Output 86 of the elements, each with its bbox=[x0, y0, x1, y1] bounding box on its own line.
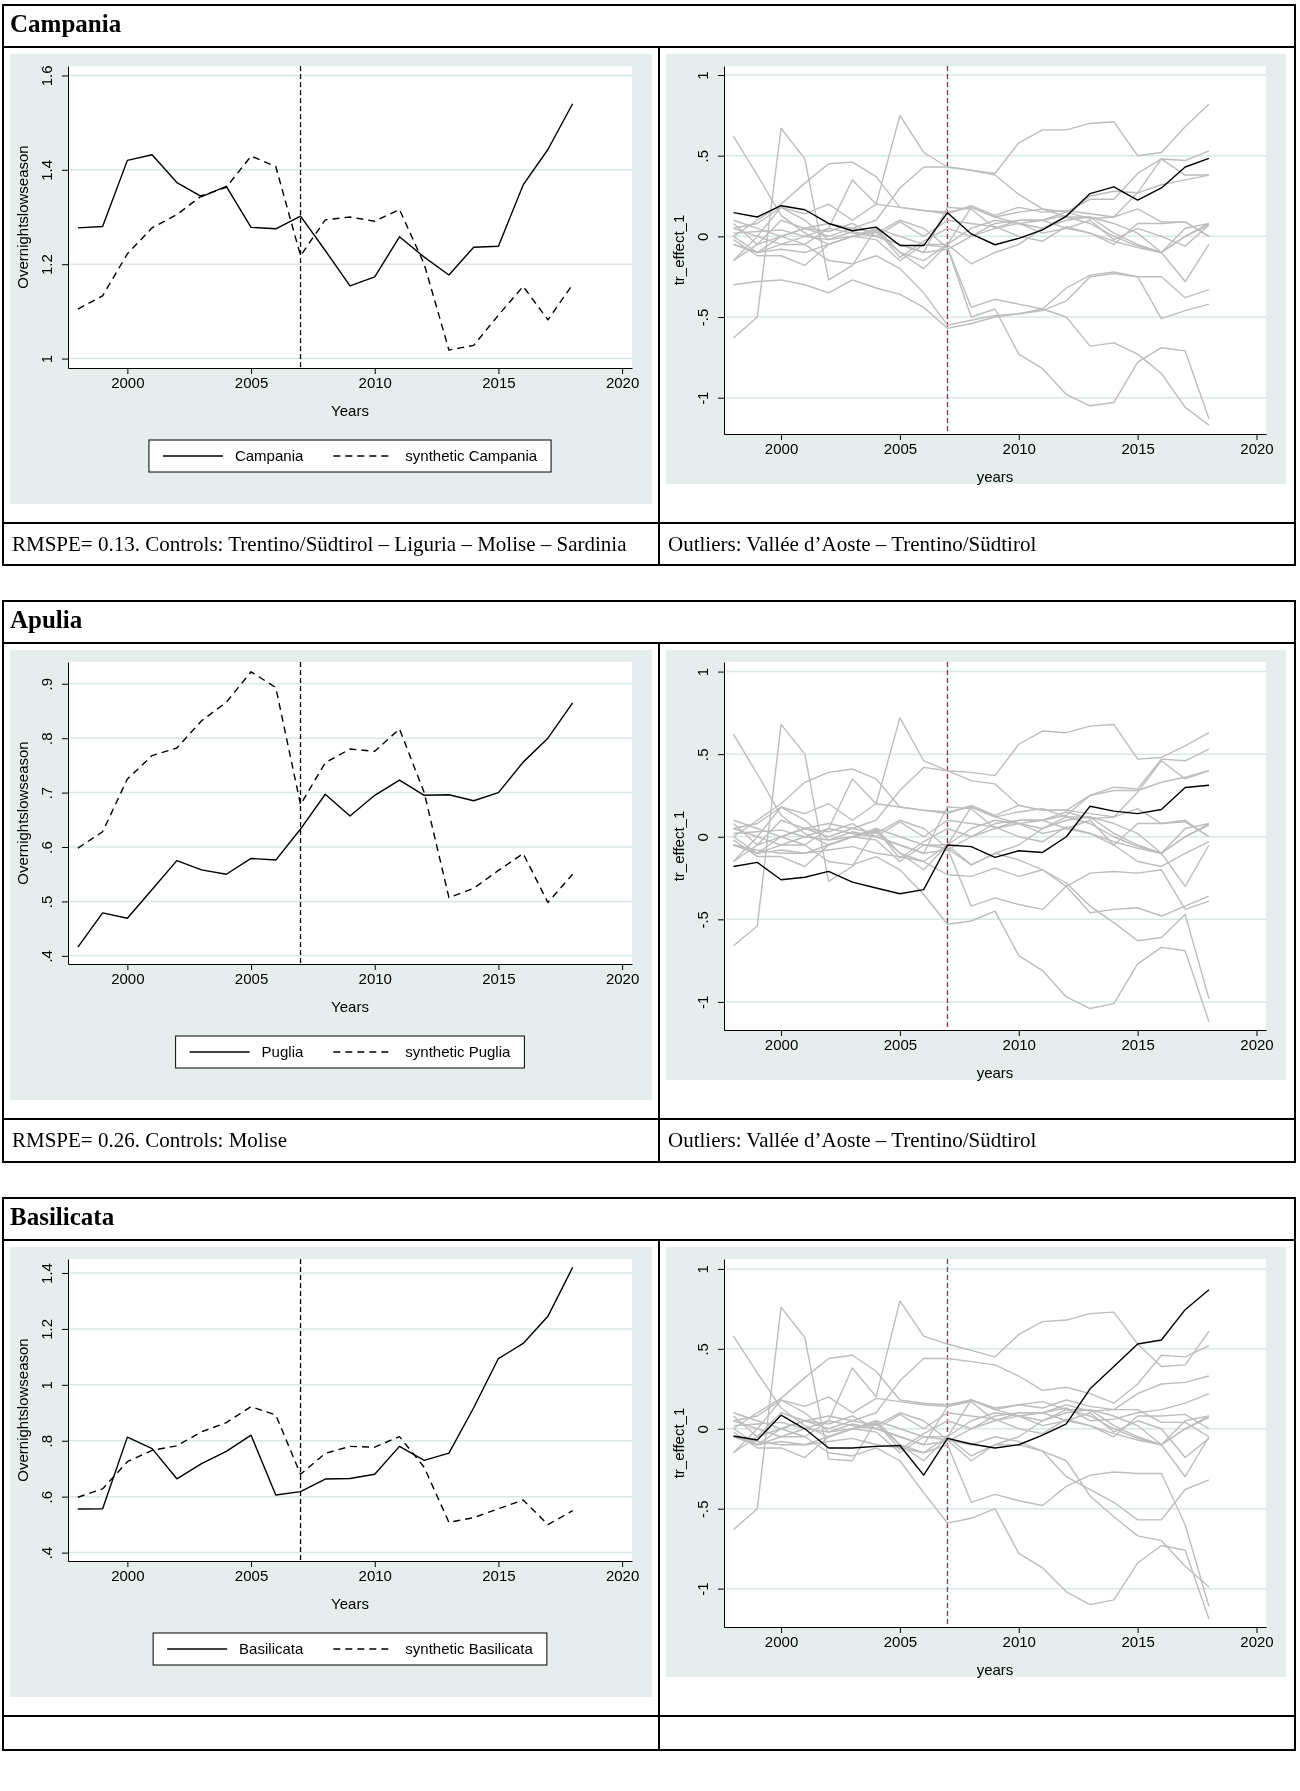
y-tick-label: .7 bbox=[38, 787, 55, 800]
legend-label: Campania bbox=[234, 447, 304, 464]
y-tick-label: .6 bbox=[38, 1490, 55, 1504]
x-tick-label: 2005 bbox=[234, 373, 269, 391]
y-tick-label: -1 bbox=[694, 996, 711, 1010]
legend-label: Basilicata bbox=[239, 1639, 304, 1657]
y-axis-title: Overnightslowseason bbox=[14, 1337, 31, 1482]
y-tick-label: -.5 bbox=[694, 911, 711, 929]
y-axis-title: Overnightslowseason bbox=[14, 741, 31, 886]
x-tick-label: 2015 bbox=[482, 373, 516, 391]
x-tick-label: 2000 bbox=[764, 439, 799, 457]
y-tick-label: .5 bbox=[694, 1342, 711, 1356]
x-tick-label: 2010 bbox=[1002, 1035, 1036, 1053]
y-axis-title: tr_effect_1 bbox=[670, 811, 687, 882]
y-tick-label: .5 bbox=[694, 149, 711, 163]
x-tick-label: 2020 bbox=[605, 1566, 640, 1584]
legend-label: Puglia bbox=[261, 1043, 304, 1061]
x-tick-label: 2000 bbox=[111, 1566, 145, 1584]
y-tick-label: .5 bbox=[38, 896, 55, 909]
y-tick-label: 1.2 bbox=[38, 1318, 55, 1340]
y-tick-label: .5 bbox=[694, 748, 711, 762]
y-tick-label: .9 bbox=[38, 678, 55, 691]
y-axis-title: tr_effect_1 bbox=[670, 214, 687, 286]
y-tick-label: .4 bbox=[38, 1546, 55, 1560]
x-tick-label: 2015 bbox=[482, 969, 516, 987]
x-tick-label: 2010 bbox=[1002, 1632, 1036, 1650]
x-axis-title: years bbox=[976, 468, 1014, 485]
y-tick-label: 1.2 bbox=[38, 254, 55, 276]
x-tick-label: 2015 bbox=[1121, 439, 1155, 457]
y-tick-label: .4 bbox=[38, 950, 55, 963]
x-axis-title: years bbox=[976, 1064, 1014, 1082]
x-axis-title: Years bbox=[331, 998, 369, 1016]
text: RMSPE= 0.13. Controls: Trentino/Südtirol – Liguria – Molise – Sardinia bbox=[4, 524, 660, 565]
y-axis-title: tr_effect_1 bbox=[670, 1407, 687, 1478]
x-tick-label: 2000 bbox=[111, 969, 145, 987]
y-tick-label: -1 bbox=[694, 1582, 711, 1596]
x-tick-label: 2015 bbox=[482, 1566, 516, 1584]
x-tick-label: 2020 bbox=[1240, 439, 1274, 457]
x-tick-label: 2010 bbox=[358, 969, 392, 987]
x-tick-label: 2000 bbox=[764, 1632, 799, 1650]
y-tick-label: 1.4 bbox=[38, 159, 55, 181]
x-tick-label: 2000 bbox=[111, 373, 145, 391]
y-tick-label: 1 bbox=[694, 668, 711, 677]
x-tick-label: 2005 bbox=[883, 1035, 918, 1053]
text: Outliers: Vallée d’Aoste – Trentino/Südtirol bbox=[667, 531, 1038, 558]
legend-label: synthetic Basilicata bbox=[405, 1639, 534, 1657]
x-tick-label: 2005 bbox=[883, 1632, 918, 1650]
chart-title: Basilicata bbox=[4, 1198, 1294, 1241]
y-tick-label: 1 bbox=[38, 354, 55, 364]
legend-label: synthetic Puglia bbox=[405, 1043, 512, 1061]
x-tick-label: 2010 bbox=[358, 373, 392, 391]
y-tick-label: .6 bbox=[38, 841, 55, 855]
x-tick-label: 2005 bbox=[883, 439, 918, 457]
x-tick-label: 2000 bbox=[764, 1035, 799, 1053]
y-tick-label: 0 bbox=[694, 833, 711, 842]
chart-title: Campania bbox=[4, 6, 1294, 48]
x-tick-label: 2010 bbox=[358, 1566, 392, 1584]
y-tick-label: .8 bbox=[38, 732, 55, 746]
y-tick-label: 1 bbox=[694, 1264, 711, 1274]
y-tick-label: -.5 bbox=[694, 308, 711, 327]
chart-title: Apulia bbox=[4, 602, 1294, 645]
x-tick-label: 2010 bbox=[1002, 439, 1036, 457]
y-tick-label: 1.4 bbox=[38, 1262, 55, 1284]
y-tick-label: 1 bbox=[38, 1380, 55, 1390]
text: Outliers: Vallée d’Aoste – Trentino/Südtirol bbox=[667, 1127, 1038, 1155]
y-tick-label: -.5 bbox=[694, 1500, 711, 1518]
legend-label: synthetic Campania bbox=[405, 447, 538, 464]
y-tick-label: 1.6 bbox=[38, 65, 55, 87]
y-tick-label: .8 bbox=[38, 1434, 55, 1448]
x-tick-label: 2005 bbox=[234, 969, 269, 987]
x-axis-title: years bbox=[976, 1660, 1014, 1678]
x-tick-label: 2020 bbox=[1240, 1035, 1274, 1053]
y-axis-title: Overnightslowseason bbox=[14, 145, 31, 289]
x-tick-label: 2015 bbox=[1121, 1632, 1155, 1650]
x-axis-title: Years bbox=[331, 1594, 369, 1612]
text: RMSPE= 0.26. Controls: Molise bbox=[4, 1120, 660, 1161]
x-tick-label: 2020 bbox=[605, 373, 640, 391]
y-tick-label: 0 bbox=[694, 232, 711, 242]
x-tick-label: 2020 bbox=[605, 969, 640, 987]
y-tick-label: 0 bbox=[694, 1424, 711, 1434]
x-axis-title: Years bbox=[331, 402, 369, 419]
y-tick-label: 1 bbox=[694, 71, 711, 80]
x-tick-label: 2020 bbox=[1240, 1632, 1274, 1650]
x-tick-label: 2015 bbox=[1121, 1035, 1155, 1053]
x-tick-label: 2005 bbox=[234, 1566, 269, 1584]
y-tick-label: -1 bbox=[694, 391, 711, 405]
